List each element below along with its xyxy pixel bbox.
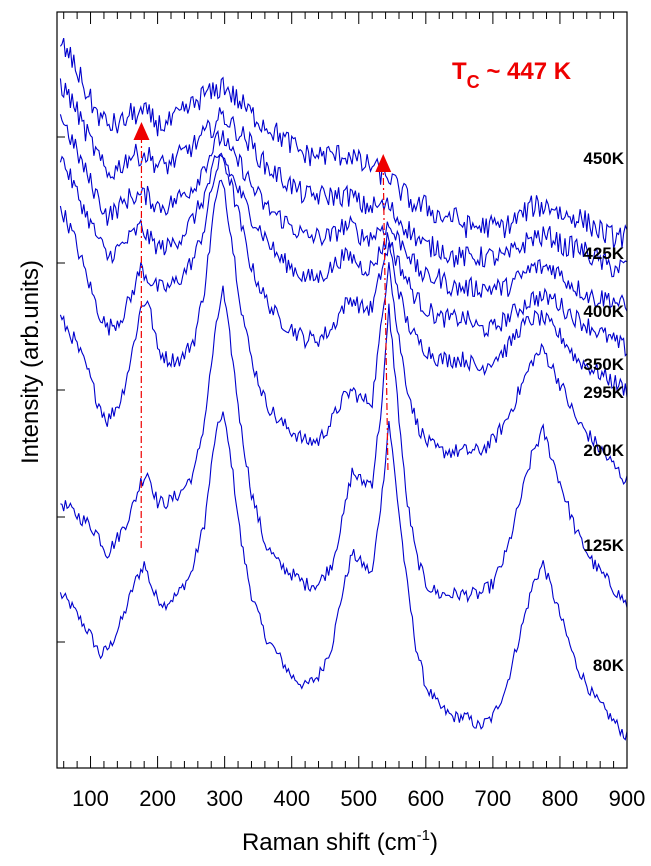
x-tick-label: 600 [407, 786, 444, 811]
temp-label-425K: 425K [583, 244, 624, 263]
spectra-layer [59, 37, 628, 741]
x-axis-title: Raman shift (cm-1) [242, 827, 438, 856]
temp-label-400K: 400K [583, 302, 624, 321]
x-tick-label: 900 [609, 786, 646, 811]
x-tick-label: 400 [273, 786, 310, 811]
x-tick-label: 700 [475, 786, 512, 811]
temp-label-200K: 200K [583, 441, 624, 460]
tc-subscript: C [467, 72, 480, 92]
x-tick-label: 500 [340, 786, 377, 811]
x-axis-title-superscript: -1 [417, 827, 430, 844]
spectrum-125K [60, 285, 628, 608]
x-axis-title-close: ) [430, 829, 438, 856]
peak-shift-guides [133, 122, 392, 549]
y-axis-title: Intensity (arb.units) [17, 260, 44, 464]
spectrum-295K [59, 152, 628, 398]
spectrum-450K [59, 37, 628, 249]
axes: 100 200 300 400 500 600 700 800 900 [56, 11, 646, 811]
x-tick-label: 100 [72, 786, 109, 811]
temp-label-80K: 80K [593, 656, 625, 675]
tc-value: ~ 447 K [480, 58, 572, 85]
spectrum-200K [59, 179, 628, 485]
spectrum-400K [59, 114, 628, 312]
x-tick-label: 200 [139, 786, 176, 811]
spectrum-425K [59, 78, 628, 278]
arrow-up-icon [375, 154, 392, 172]
x-tick-label: 800 [542, 786, 579, 811]
temp-label-125K: 125K [583, 536, 624, 555]
curie-temperature-annotation: TC ~ 447 K [452, 58, 572, 92]
spectrum-80K [59, 411, 628, 741]
x-axis-title-main: Raman shift (cm [242, 829, 417, 856]
temp-label-350K: 350K [583, 355, 624, 374]
temp-label-295K: 295K [583, 383, 624, 402]
temperature-labels: 450K 425K 400K 350K 295K 200K 125K 80K [583, 149, 624, 675]
temp-label-450K: 450K [583, 149, 624, 168]
peak-shift-guide [382, 169, 389, 471]
tc-symbol: T [452, 58, 467, 85]
x-tick-label: 300 [206, 786, 243, 811]
arrow-up-icon [133, 122, 150, 140]
spectrum-350K [59, 154, 628, 357]
